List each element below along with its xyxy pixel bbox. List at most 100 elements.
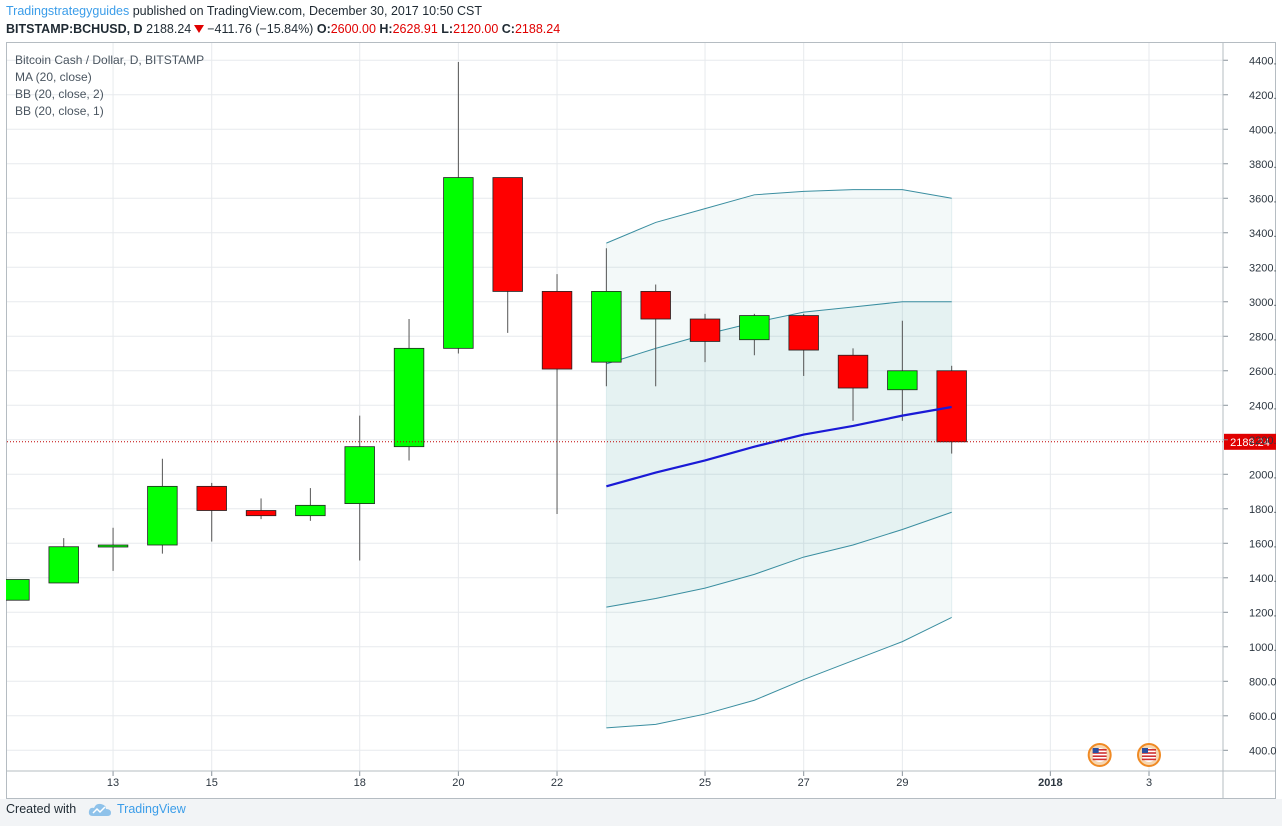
candle-bull [393,319,425,461]
author-link[interactable]: Tradingstrategyguides [6,4,130,18]
candle-body [689,318,721,342]
candle-bear [837,348,869,421]
candle-body [640,291,671,320]
open-value: 2600.00 [330,22,376,36]
tradingview-cloud-icon [88,803,111,816]
y-tick-label: 4400.00 [1249,55,1276,67]
candle-bear [245,498,277,520]
candle-bear [492,177,523,333]
x-tick-label: 25 [699,777,711,789]
candle-bear [689,313,721,363]
y-tick-label: 3000.00 [1249,297,1276,309]
flag-stripe [1092,749,1107,751]
last-price: 2188.24 [146,22,192,36]
candle-bear [936,365,967,454]
axes: 400.00 600.00 800.00 1000.00 1200.00 1400.00 1… [6,42,1276,799]
flag-stripe [1142,752,1157,754]
y-tick-label: 3800.00 [1249,159,1276,171]
x-tick-label: 29 [896,777,908,789]
close-label: C: [501,22,515,36]
y-tick-label: 400.00 [1249,745,1276,757]
published-text: published on TradingView.com, December 3… [129,4,482,18]
high-label: H: [379,22,393,36]
candle-body [245,510,277,517]
grid [7,43,1223,771]
candle-body [541,291,573,370]
y-tick-label: 2600.00 [1249,366,1276,378]
us-flag-event-icon [1137,743,1162,767]
last-price-tag-label: 2188.24 [1230,437,1270,449]
candle-body [295,504,326,517]
x-tick-label: 22 [551,777,563,789]
y-tick-label: 3200.00 [1249,262,1276,274]
candle-bull [887,320,918,421]
x-tick-label: 18 [354,777,366,789]
candle-body [48,546,79,584]
candle-bull [97,527,129,571]
flag-stripe [1142,755,1157,757]
candle-body [393,347,425,448]
us-flag-event-icon [1087,743,1112,767]
bb-1sd-lower-line [606,511,952,608]
y-tick-label: 800.00 [1249,676,1276,688]
y-tick-label: 3600.00 [1249,193,1276,205]
low-label: L: [441,22,454,36]
candle-bull [739,313,770,356]
y-tick-label: 2000.00 [1249,469,1276,481]
candle-body [443,177,474,349]
candles [6,61,967,601]
flag-stripe [1092,752,1107,754]
price-chart[interactable]: 2188.24 400.00 600.00 800.00 1000.00 1200.00… [6,42,1276,799]
y-tick-label: 1400.00 [1249,573,1276,585]
flag-stripe [1142,749,1157,751]
candle-body [837,354,869,389]
chart-frame[interactable] [6,42,1276,799]
x-tick-label: 3 [1146,777,1152,789]
x-tick-label: 2018 [1038,777,1062,789]
flag-stripe [1092,758,1107,761]
candle-body [591,291,622,363]
candle-bear [640,284,671,387]
publish-info: Tradingstrategyguides published on Tradi… [6,4,482,18]
event-markers [1087,743,1162,767]
last-price-line: 2188.24 [7,433,1276,450]
candle-body [6,579,30,601]
y-tick-label: 600.00 [1249,711,1276,723]
bb-2sd-upper-line [606,189,952,244]
price-change: −411.76 (−15.84%) [207,22,314,36]
candle-body [492,177,523,292]
y-tick-label: 4200.00 [1249,90,1276,102]
candle-bull [344,415,375,561]
flag-stripe [1092,755,1107,757]
bb-1sd-upper-line [606,301,952,365]
y-tick-label: 4000.00 [1249,124,1276,136]
legend-ma[interactable]: MA (20, close) [15,70,92,84]
candle-body [147,485,178,546]
y-tick-label: 2800.00 [1249,331,1276,343]
candle-bull [48,538,79,584]
moving-average [606,405,952,488]
candle-bull [591,248,622,387]
bb-2sd-lower-line [606,617,952,729]
legend-bb-1[interactable]: BB (20, close, 1) [15,104,104,118]
y-tick-label: 1000.00 [1249,642,1276,654]
candle-bull [6,579,30,601]
open-label: O: [316,22,331,36]
candle-body [739,315,770,341]
y-tick-label: 2200.00 [1249,435,1276,447]
last-price-tag [1224,433,1276,450]
candle-bull [295,488,326,521]
created-with-label: Created with [6,802,77,816]
low-value: 2120.00 [453,22,499,36]
x-tick-label: 15 [206,777,218,789]
legend-instrument[interactable]: Bitcoin Cash / Dollar, D, BITSTAMP [15,53,205,67]
candle-bear [788,313,819,376]
tradingview-brand-link[interactable]: TradingView [117,802,186,816]
candle-bear [541,274,573,514]
legend-bb-2[interactable]: BB (20, close, 2) [15,87,104,101]
candle-bull [147,458,178,554]
candle-body [887,370,918,391]
y-tick-label: 1200.00 [1249,607,1276,619]
candle-body [97,544,129,548]
candle-body [344,446,375,505]
